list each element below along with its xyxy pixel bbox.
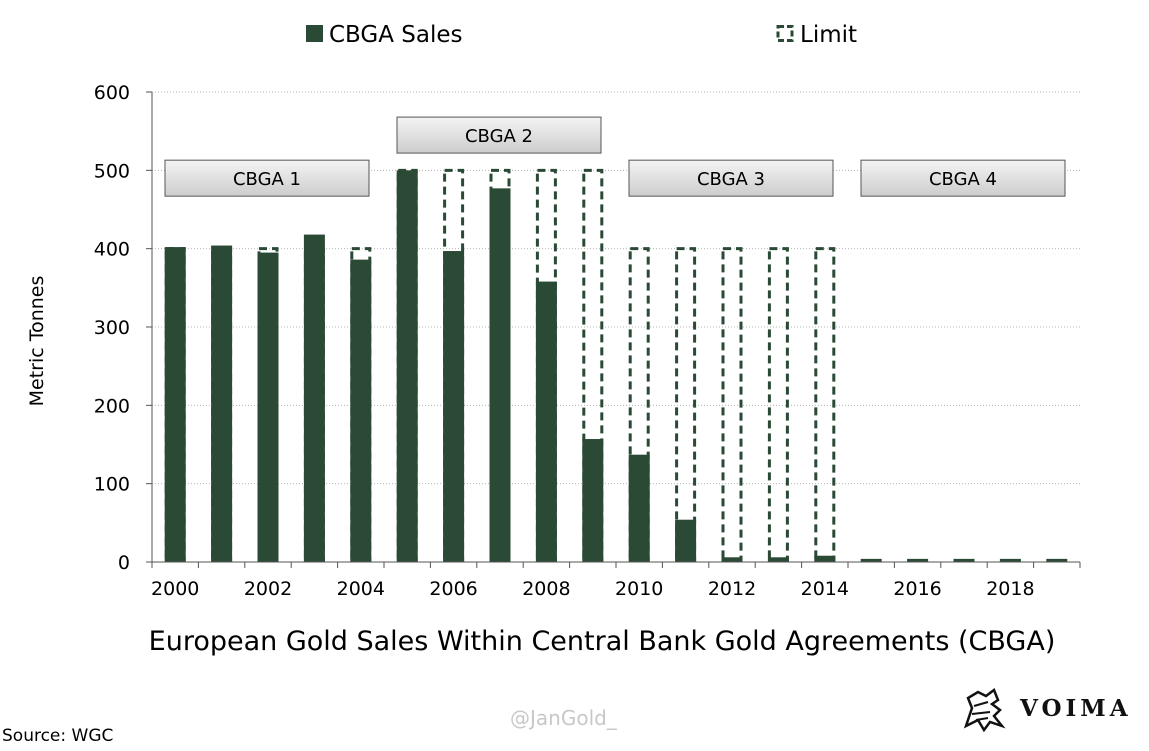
- sales-bar: [211, 245, 233, 563]
- sales-bar: [535, 281, 557, 562]
- sales-bar: [721, 557, 743, 562]
- limit-bar: [675, 247, 697, 563]
- sales-bar: [396, 170, 418, 563]
- agreement-label: CBGA 4: [929, 169, 997, 190]
- x-tick-label: 2008: [522, 578, 570, 600]
- sales-bar: [814, 555, 836, 562]
- agreement-box: [860, 159, 1066, 197]
- sales-bar: [953, 558, 975, 562]
- sales-bar: [164, 247, 186, 562]
- y-tick-label: 600: [94, 82, 130, 104]
- x-tick-label: 2014: [801, 578, 849, 600]
- legend-label-sales: CBGA Sales: [329, 22, 463, 48]
- agreement-box: [628, 159, 834, 197]
- y-tick-label: 500: [94, 160, 130, 182]
- y-axis-label: Metric Tonnes: [26, 276, 48, 407]
- limit-bar: [767, 247, 789, 563]
- sales-bar: [907, 558, 929, 562]
- watermark: @JanGold_: [510, 706, 617, 730]
- y-tick-label: 400: [94, 239, 130, 261]
- sales-bar: [350, 259, 372, 562]
- chart-title: European Gold Sales Within Central Bank …: [149, 626, 1056, 657]
- y-tick-label: 100: [94, 474, 130, 496]
- legend-swatch-limit: [776, 25, 794, 42]
- y-tick-label: 200: [94, 395, 130, 417]
- x-tick-label: 2016: [893, 578, 941, 600]
- sales-bar: [860, 558, 882, 562]
- lion-emblem-icon: [963, 688, 1006, 733]
- agreement-box: [396, 116, 602, 154]
- legend-swatch-sales: [306, 25, 323, 42]
- sales-bar: [582, 439, 604, 562]
- agreement-label: CBGA 2: [465, 126, 533, 147]
- brand-logo: VOIMA: [958, 686, 1148, 734]
- source-note: Source: WGC: [2, 726, 114, 746]
- y-tick-label: 0: [118, 552, 130, 574]
- sales-bar: [489, 188, 511, 562]
- sales-bar: [999, 558, 1021, 562]
- sales-bar: [257, 252, 279, 563]
- sales-bar: [303, 234, 325, 563]
- y-tick-label: 300: [94, 317, 130, 339]
- x-tick-label: 2004: [337, 578, 385, 600]
- sales-bar: [1046, 558, 1068, 562]
- sales-bar: [443, 251, 465, 562]
- agreement-label: CBGA 1: [233, 169, 301, 190]
- x-tick-label: 2018: [986, 578, 1034, 600]
- x-tick-label: 2002: [244, 578, 292, 600]
- agreement-box: [164, 159, 370, 197]
- x-tick-label: 2010: [615, 578, 663, 600]
- agreement-label: CBGA 3: [697, 169, 765, 190]
- x-tick-label: 2006: [429, 578, 477, 600]
- legend-label-limit: Limit: [800, 22, 857, 48]
- limit-bar: [814, 247, 836, 563]
- sales-bar: [767, 557, 789, 562]
- x-tick-label: 2012: [708, 578, 756, 600]
- limit-bar: [721, 247, 743, 563]
- sales-bar: [628, 454, 650, 562]
- brand-name: VOIMA: [1020, 695, 1132, 722]
- x-tick-label: 2000: [151, 578, 199, 600]
- sales-bar: [675, 519, 697, 562]
